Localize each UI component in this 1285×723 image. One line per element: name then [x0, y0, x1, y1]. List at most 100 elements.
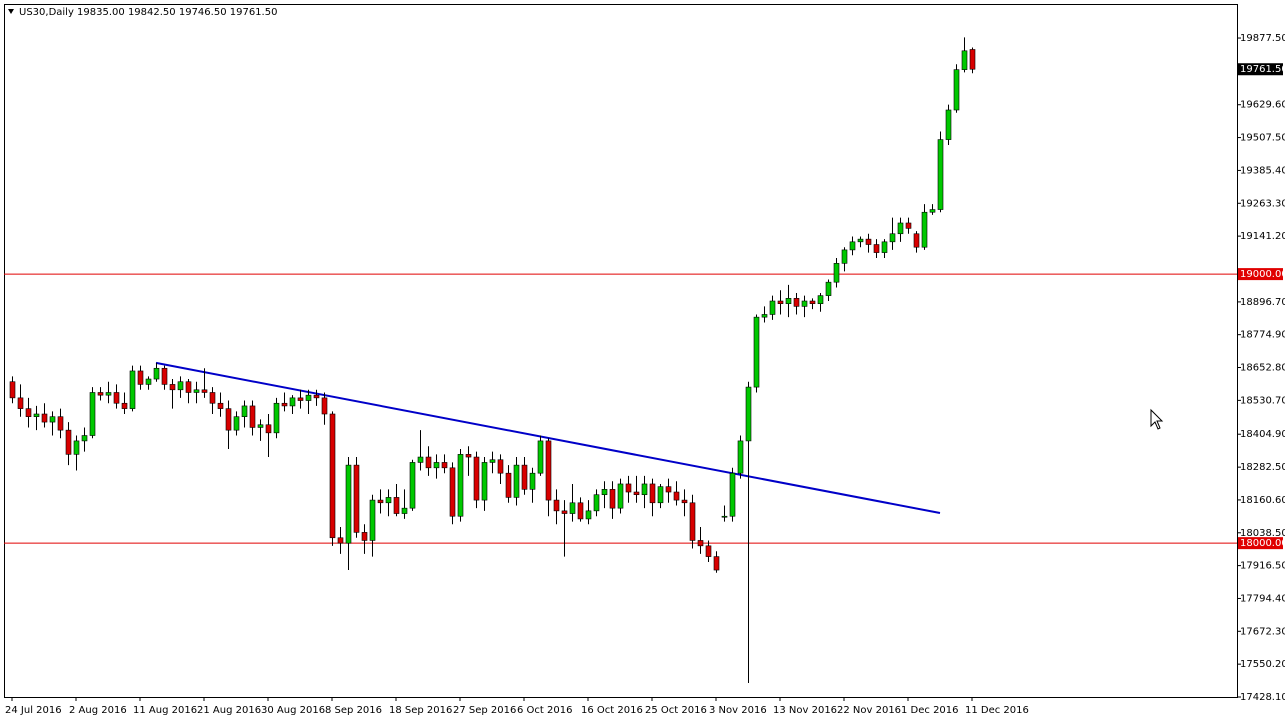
- candle-body: [793, 298, 800, 307]
- candle-body: [713, 556, 720, 571]
- y-tick-label: 18896.70: [1240, 297, 1285, 308]
- x-tick-label: 11 Dec 2016: [965, 705, 1029, 716]
- candle-body: [689, 502, 696, 541]
- candle-body: [849, 241, 856, 251]
- x-tick-label: 2 Aug 2016: [69, 705, 127, 716]
- candle-body: [273, 402, 280, 434]
- candle-body: [401, 507, 408, 514]
- price-label-box: [1238, 268, 1283, 281]
- candle-body: [969, 49, 976, 70]
- candle-body: [481, 462, 488, 501]
- y-tick-label: 19385.40: [1240, 165, 1285, 176]
- candle-body: [185, 381, 192, 393]
- candle-body: [465, 454, 472, 458]
- candle-body: [433, 462, 440, 469]
- candle-body: [705, 545, 712, 557]
- candle-body: [729, 472, 736, 517]
- candle-body: [217, 402, 224, 409]
- candle-body: [337, 537, 344, 544]
- candle-body: [193, 389, 200, 393]
- candle-body: [873, 244, 880, 253]
- candle-body: [625, 483, 632, 493]
- candle-body: [81, 435, 88, 442]
- x-tick-label: 13 Nov 2016: [773, 705, 837, 716]
- candle-body: [409, 462, 416, 509]
- y-tick-label: 18404.90: [1240, 429, 1285, 440]
- candle-body: [49, 416, 56, 423]
- candle-body: [777, 300, 784, 305]
- candle-body: [17, 397, 24, 409]
- candle-body: [641, 483, 648, 496]
- candle-body: [553, 499, 560, 512]
- candle-body: [737, 440, 744, 474]
- candle-body: [601, 489, 608, 496]
- candle-body: [577, 502, 584, 520]
- y-tick-label: 19629.60: [1240, 100, 1285, 111]
- y-tick-label: 18160.60: [1240, 495, 1285, 506]
- candle-body: [177, 381, 184, 391]
- candle-body: [609, 489, 616, 509]
- candle-body: [313, 394, 320, 399]
- menu-arrow[interactable]: [8, 9, 14, 14]
- x-tick-label: 18 Sep 2016: [389, 705, 452, 716]
- candle-body: [921, 211, 928, 248]
- y-tick-label: 18282.50: [1240, 462, 1285, 473]
- last-price-box: [1238, 63, 1283, 76]
- plot: 19877.50 19629.60 19507.50 19385.40 19263.30…: [4, 33, 1285, 716]
- trendline: [155, 361, 941, 514]
- y-tick-label: 17916.50: [1240, 561, 1285, 572]
- candle-body: [673, 491, 680, 501]
- candle-body: [329, 413, 336, 539]
- candle-body: [617, 483, 624, 509]
- candle-body: [521, 464, 528, 490]
- candle-body: [385, 497, 392, 504]
- candle-body: [497, 459, 504, 474]
- candle-body: [377, 499, 384, 504]
- candle-body: [585, 510, 592, 520]
- candle-body: [489, 459, 496, 463]
- candle-body: [657, 486, 664, 504]
- candle-body: [321, 397, 328, 415]
- candle-body: [801, 300, 808, 307]
- candle-body: [825, 281, 832, 296]
- candle-body: [41, 413, 48, 423]
- candle-body: [745, 386, 752, 442]
- candle-body: [841, 249, 848, 264]
- y-tick-label: 18774.90: [1240, 330, 1285, 341]
- candle-body: [833, 263, 840, 283]
- candle-body: [449, 467, 456, 517]
- y-tick-label: 19263.30: [1240, 198, 1285, 209]
- candle-body: [529, 472, 536, 490]
- candle-body: [209, 392, 216, 404]
- candle-body: [809, 300, 816, 305]
- candle-body: [89, 392, 96, 436]
- candle-body: [681, 499, 688, 504]
- candle-body: [633, 491, 640, 496]
- last-price-label: 19761.50: [1240, 64, 1285, 75]
- candle-body: [473, 456, 480, 501]
- candle-body: [929, 209, 936, 213]
- y-tick-label: 17672.30: [1240, 626, 1285, 637]
- candle-body: [97, 392, 104, 396]
- candle-body: [905, 222, 912, 229]
- candle-body: [145, 378, 152, 385]
- candle-body: [865, 238, 872, 245]
- candle-body: [897, 222, 904, 235]
- candle-body: [721, 515, 728, 518]
- candle-body: [945, 109, 952, 140]
- mouse-cursor: [1150, 408, 1164, 430]
- candle-body: [353, 464, 360, 533]
- y-tick-label: 18530.70: [1240, 395, 1285, 406]
- candle-body: [225, 408, 232, 431]
- x-tick-label: 24 Jul 2016: [5, 705, 62, 716]
- x-tick-label: 16 Oct 2016: [581, 705, 643, 716]
- candle-body: [33, 413, 40, 417]
- y-tick-label: 18038.50: [1240, 528, 1285, 539]
- candle-body: [297, 397, 304, 401]
- candle-body: [57, 416, 64, 431]
- candle-body: [105, 392, 112, 396]
- candle-body: [65, 429, 72, 455]
- candle-body: [289, 397, 296, 407]
